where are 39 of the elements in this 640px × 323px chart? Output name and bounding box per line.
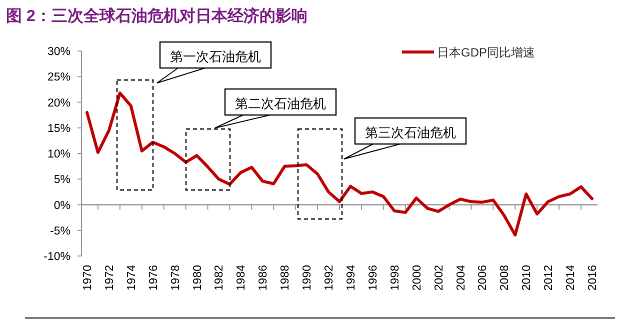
y-tick-label: 30% bbox=[47, 46, 70, 58]
x-tick-label: 1972 bbox=[104, 265, 116, 291]
x-tick-label: 2016 bbox=[587, 265, 600, 291]
x-tick-label: 1998 bbox=[389, 265, 402, 291]
legend-label: 日本GDP同比增速 bbox=[437, 46, 536, 60]
x-tick-label: 1996 bbox=[367, 265, 380, 291]
x-tick-label: 1980 bbox=[192, 265, 204, 291]
x-tick-label: 1988 bbox=[280, 265, 292, 291]
x-tick-label: 1974 bbox=[126, 264, 138, 291]
x-tick-label: 2010 bbox=[521, 265, 534, 291]
chart-title: 图 2：三次全球石油危机对日本经济的影响 bbox=[6, 7, 308, 25]
x-tick-label: 2006 bbox=[477, 265, 490, 291]
x-tick-label: 2004 bbox=[455, 264, 468, 291]
annotation: 第二次石油危机 bbox=[235, 96, 326, 111]
y-tick-label: -10% bbox=[44, 251, 70, 263]
y-tick-label: 0% bbox=[54, 200, 70, 212]
y-tick-label: 5% bbox=[54, 174, 70, 186]
y-tick-label: 20% bbox=[47, 97, 70, 110]
x-tick-label: 1984 bbox=[236, 264, 248, 291]
x-tick-label: 1994 bbox=[345, 264, 358, 291]
x-tick-label: 1976 bbox=[148, 265, 160, 291]
y-tick-label: 10% bbox=[47, 148, 70, 160]
y-tick-label: 15% bbox=[47, 122, 70, 135]
x-tick-label: 1992 bbox=[324, 265, 336, 291]
annotation: 第三次石油危机 bbox=[365, 125, 456, 140]
y-tick-label: -5% bbox=[50, 225, 70, 238]
x-tick-label: 2012 bbox=[543, 265, 556, 291]
x-tick-label: 2008 bbox=[499, 265, 512, 291]
x-tick-label: 1970 bbox=[82, 265, 94, 291]
x-tick-label: 1990 bbox=[302, 265, 314, 291]
x-tick-label: 2002 bbox=[433, 265, 446, 291]
x-tick-label: 1982 bbox=[214, 265, 226, 291]
annotation: 第一次石油危机 bbox=[170, 49, 261, 64]
legend: 日本GDP同比增速 bbox=[402, 46, 536, 60]
x-tick-label: 2014 bbox=[565, 264, 578, 291]
x-tick-label: 2000 bbox=[411, 265, 424, 291]
x-tick-label: 1986 bbox=[258, 265, 270, 291]
x-tick-label: 1978 bbox=[170, 265, 182, 291]
y-tick-label: 25% bbox=[47, 72, 70, 84]
